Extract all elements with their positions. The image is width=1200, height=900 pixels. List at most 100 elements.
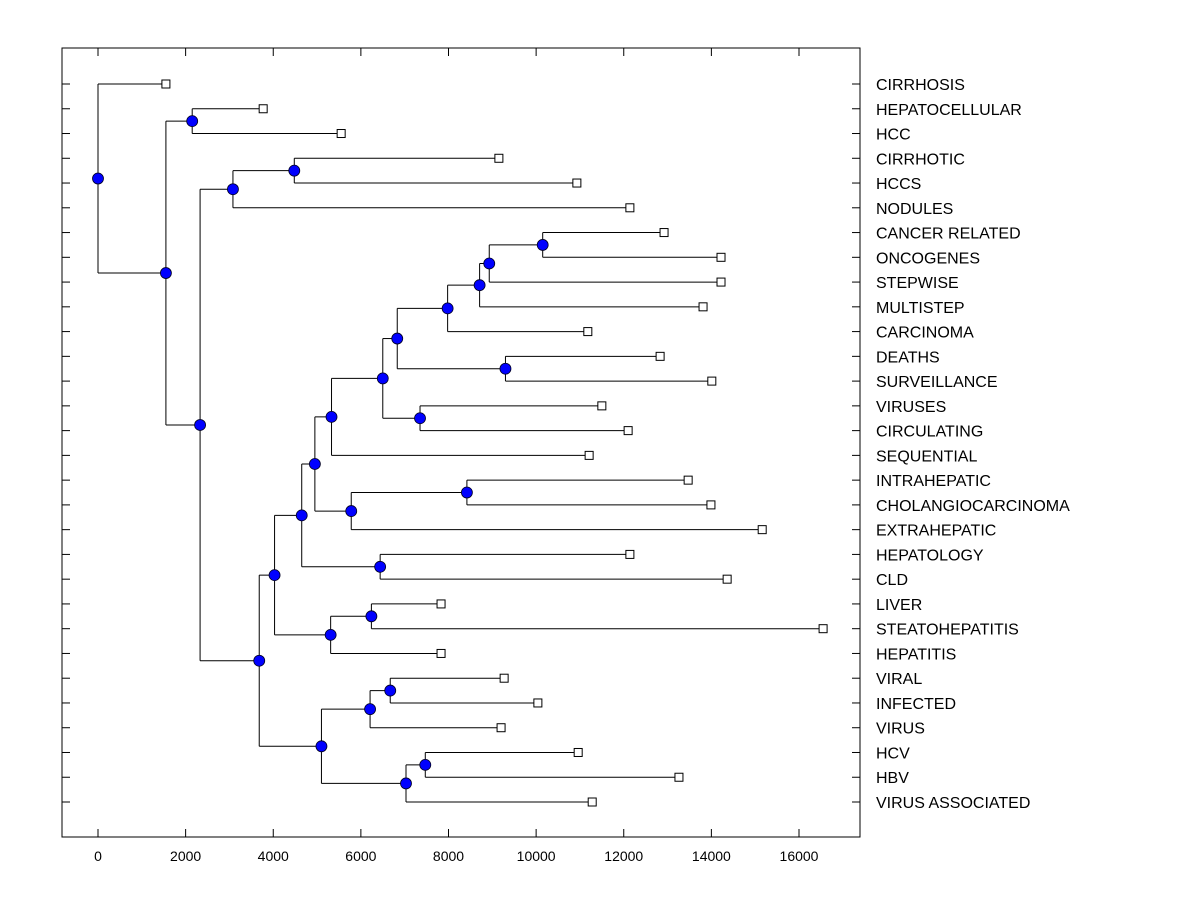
x-tick-label: 8000 bbox=[433, 848, 464, 864]
plot-frame bbox=[61, 47, 861, 838]
merge-node bbox=[376, 372, 389, 385]
merge-node bbox=[186, 115, 199, 128]
x-tick-label: 2000 bbox=[170, 848, 201, 864]
leaf-labels: CIRRHOSIS HEPATOCELLULAR HCC CIRRHOTIC HCCS N… bbox=[876, 77, 1070, 812]
leaf-marker bbox=[436, 648, 446, 658]
merge-node bbox=[227, 183, 239, 196]
leaf-marker bbox=[706, 500, 716, 510]
leaf-label: VIRUS ASSOCIATED bbox=[876, 795, 1030, 812]
x-tick-label: 12000 bbox=[604, 848, 643, 864]
merge-node bbox=[295, 509, 308, 522]
leaf-label: HBV bbox=[876, 770, 909, 787]
leaf-label: SEQUENTIAL bbox=[876, 448, 977, 465]
merge-node bbox=[536, 239, 549, 251]
leaf-label: STEATOHEPATITIS bbox=[876, 622, 1019, 639]
leaf-marker bbox=[572, 178, 582, 188]
leaf-marker bbox=[659, 228, 669, 238]
leaf-marker bbox=[499, 673, 509, 683]
merge-node bbox=[268, 569, 281, 582]
merge-node bbox=[325, 410, 338, 423]
merge-node bbox=[315, 740, 328, 753]
leaf-marker bbox=[757, 525, 767, 535]
leaf-marker bbox=[623, 426, 633, 436]
leaf-marker bbox=[496, 723, 506, 733]
leaf-marker bbox=[698, 302, 708, 312]
merge-node bbox=[308, 458, 321, 470]
x-tick-label: 16000 bbox=[780, 848, 819, 864]
leaf-marker bbox=[573, 747, 583, 757]
merge-nodes bbox=[92, 115, 549, 790]
merge-node bbox=[441, 302, 454, 315]
leaf-label: ONCOGENES bbox=[876, 250, 980, 267]
leaf-marker bbox=[722, 574, 732, 584]
leaf-label: DEATHS bbox=[876, 349, 940, 366]
leaf-label: CIRRHOTIC bbox=[876, 151, 965, 168]
leaf-label: INTRAHEPATIC bbox=[876, 473, 991, 490]
x-tick-label: 14000 bbox=[692, 848, 731, 864]
leaf-marker bbox=[336, 129, 346, 139]
leaf-label: CANCER RELATED bbox=[876, 226, 1021, 243]
merge-node bbox=[288, 164, 301, 177]
leaf-label: CARCINOMA bbox=[876, 325, 974, 342]
leaf-label: CIRCULATING bbox=[876, 424, 983, 441]
leaf-label: NODULES bbox=[876, 201, 953, 218]
leaf-marker bbox=[716, 252, 726, 262]
leaf-label: LIVER bbox=[876, 597, 922, 614]
merge-node bbox=[364, 703, 376, 716]
leaf-label: HEPATITIS bbox=[876, 646, 956, 663]
leaf-marker bbox=[655, 351, 665, 361]
axis-ticks bbox=[62, 48, 860, 837]
leaf-label: HCV bbox=[876, 745, 910, 762]
leaf-marker bbox=[494, 153, 504, 163]
leaf-label: VIRUSES bbox=[876, 399, 946, 416]
merge-node bbox=[374, 560, 387, 573]
merge-node bbox=[473, 279, 486, 292]
merge-node bbox=[160, 267, 172, 279]
leaf-marker bbox=[583, 327, 593, 337]
leaf-marker bbox=[716, 277, 726, 287]
leaf-markers bbox=[161, 79, 828, 807]
leaf-label: MULTISTEP bbox=[876, 300, 965, 317]
leaf-marker bbox=[625, 549, 635, 559]
leaf-label: HEPATOLOGY bbox=[876, 547, 984, 564]
merge-node bbox=[253, 654, 266, 667]
leaf-label: CIRRHOSIS bbox=[876, 77, 965, 94]
leaf-marker bbox=[707, 376, 717, 386]
merge-node bbox=[419, 758, 432, 771]
merge-node bbox=[194, 419, 206, 431]
merge-node bbox=[324, 628, 337, 641]
leaf-marker bbox=[258, 104, 268, 114]
merge-node bbox=[365, 610, 378, 623]
leaf-marker bbox=[533, 698, 543, 708]
leaf-label: HCCS bbox=[876, 176, 921, 193]
merge-node bbox=[345, 505, 358, 517]
merge-node bbox=[391, 332, 404, 345]
leaf-label: HCC bbox=[876, 127, 911, 144]
leaf-label: INFECTED bbox=[876, 696, 956, 713]
leaf-label: SURVEILLANCE bbox=[876, 374, 998, 391]
branches bbox=[97, 83, 824, 803]
leaf-marker bbox=[625, 203, 635, 213]
leaf-label: CHOLANGIOCARCINOMA bbox=[876, 498, 1070, 515]
leaf-marker bbox=[436, 599, 446, 609]
leaf-label: CLD bbox=[876, 572, 908, 589]
x-tick-label: 4000 bbox=[258, 848, 289, 864]
leaf-marker bbox=[161, 79, 171, 89]
leaf-marker bbox=[584, 450, 594, 460]
leaf-marker bbox=[587, 797, 597, 807]
leaf-label: STEPWISE bbox=[876, 275, 959, 292]
merge-node bbox=[499, 362, 512, 375]
x-tick-labels: 0 2000 4000 6000 8000 10000 12000 14000 16000 bbox=[94, 848, 819, 864]
leaf-label: EXTRAHEPATIC bbox=[876, 523, 996, 540]
leaf-marker bbox=[597, 401, 607, 411]
merge-node bbox=[400, 777, 412, 790]
leaf-label: VIRAL bbox=[876, 671, 922, 688]
x-tick-label: 0 bbox=[94, 848, 102, 864]
merge-node bbox=[414, 412, 426, 425]
merge-node bbox=[483, 257, 496, 270]
x-tick-label: 6000 bbox=[345, 848, 376, 864]
leaf-label: VIRUS bbox=[876, 721, 925, 738]
leaf-marker bbox=[818, 624, 828, 634]
merge-node bbox=[461, 486, 473, 499]
